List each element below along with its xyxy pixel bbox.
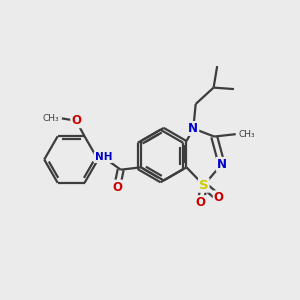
Text: N: N <box>217 158 227 171</box>
Text: O: O <box>71 114 81 127</box>
Text: CH₃: CH₃ <box>239 130 255 139</box>
Text: methoxy: methoxy <box>56 116 63 117</box>
Text: S: S <box>199 179 208 192</box>
Text: CH₃: CH₃ <box>42 114 59 123</box>
Text: O: O <box>196 196 206 209</box>
Text: O: O <box>214 191 224 204</box>
Text: O: O <box>112 181 122 194</box>
Text: N: N <box>188 122 198 135</box>
Text: NH: NH <box>94 152 112 162</box>
